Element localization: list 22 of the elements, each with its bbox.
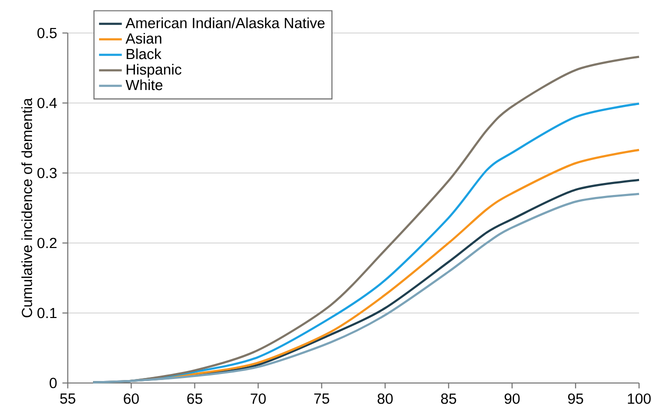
x-tick-label: 80 xyxy=(378,393,393,404)
y-tick-label: 0 xyxy=(50,378,57,388)
legend-label: American Indian/Alaska Native xyxy=(126,17,325,28)
y-tick-label: 0.4 xyxy=(37,98,57,108)
y-tick-label: 0.5 xyxy=(37,28,57,38)
y-tick-label: 0.2 xyxy=(37,238,57,248)
x-tick-label: 90 xyxy=(504,393,520,404)
x-tick-label: 70 xyxy=(250,393,266,404)
x-tick-label: 85 xyxy=(441,393,456,404)
y-tick-label: 0.1 xyxy=(37,308,57,318)
x-tick-label: 100 xyxy=(628,393,651,404)
y-axis-title: Cumulative incidence of dementia xyxy=(21,98,32,318)
x-tick-label: 95 xyxy=(568,393,584,404)
legend-label: Black xyxy=(126,48,162,60)
x-tick-label: 60 xyxy=(124,393,139,404)
x-tick-label: 65 xyxy=(187,393,202,404)
legend-label: Hispanic xyxy=(126,64,182,78)
y-tick-label: 0.3 xyxy=(37,168,57,178)
x-tick-label: 75 xyxy=(314,393,330,404)
legend-label: White xyxy=(126,79,162,90)
legend-label: Asian xyxy=(126,32,162,44)
x-tick-label: 55 xyxy=(60,393,76,404)
